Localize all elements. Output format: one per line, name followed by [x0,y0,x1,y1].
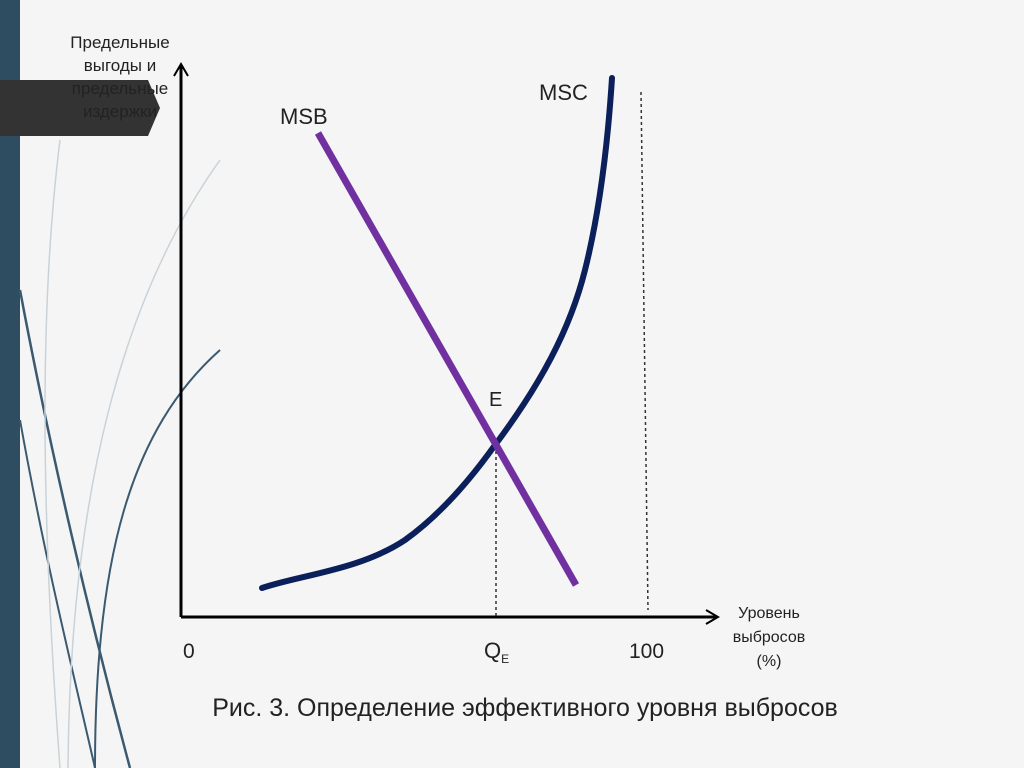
banner [0,80,160,136]
y-axis-label: Предельные выгоды и предельные издержки [70,33,169,121]
origin-label: 0 [183,640,195,663]
y-label-line: издержки [83,102,157,121]
x-label-line: (%) [757,653,782,670]
decor-curve [19,419,96,768]
caption: Рис. 3. Определение эффективного уровня … [212,694,838,722]
y-label-line: предельные [72,79,168,98]
qe-main: Q [484,638,501,663]
y-axis-arrow [173,62,189,77]
decor-curve [44,139,61,768]
max-guide [640,91,649,611]
max-label: 100 [629,640,664,663]
equilibrium-label: E [489,389,502,411]
msb-line [314,131,580,587]
decor-curve [94,349,221,768]
msb-label: MSB [280,104,328,129]
side-stripe [0,0,20,768]
y-label-line: выгоды и [84,56,157,75]
x-axis-label: Уровень выбросов (%) [733,605,806,670]
qe-sub: E [501,652,509,666]
qe-label: QE [484,638,509,666]
x-label-line: выбросов [733,629,806,646]
msc-label: MSC [539,80,588,105]
x-axis-arrow [705,609,720,625]
y-label-line: Предельные [70,33,169,52]
decor-curve [18,289,132,768]
x-label-line: Уровень [738,605,800,622]
msc-curve [259,75,615,591]
